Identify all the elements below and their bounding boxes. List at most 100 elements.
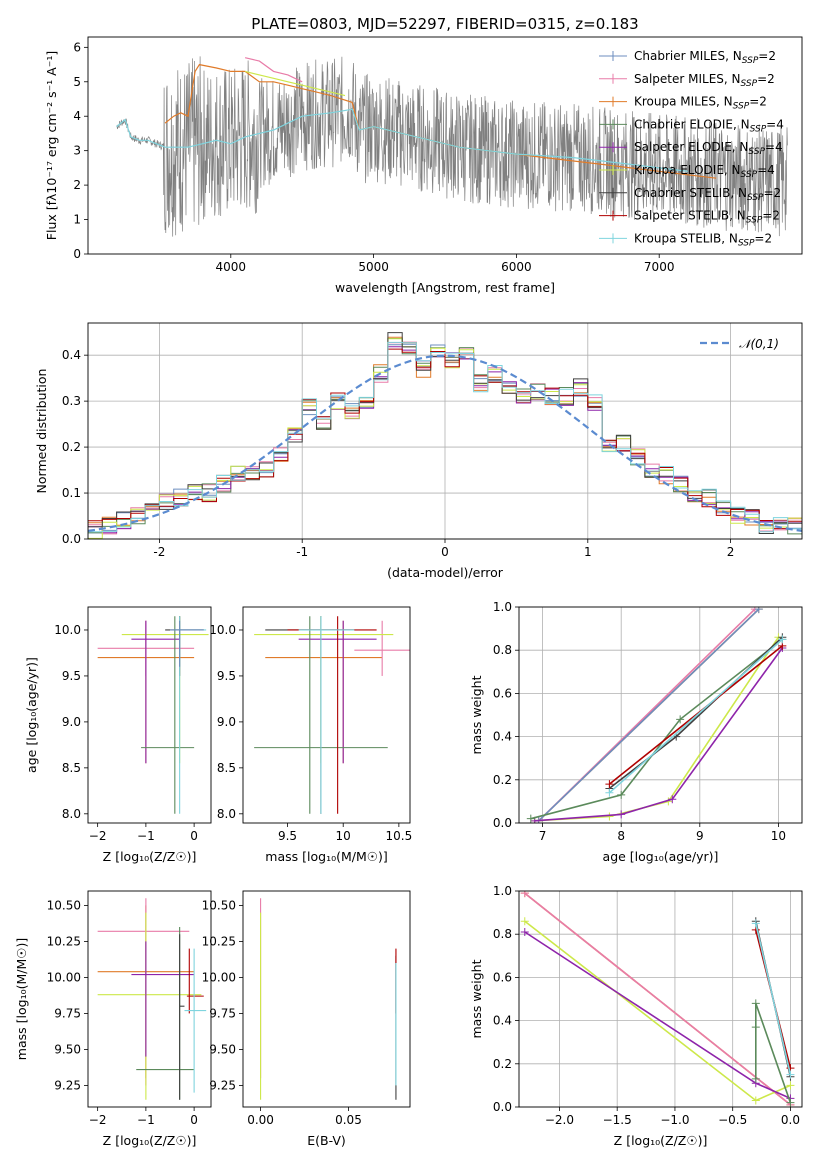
weight_vs_Z-ylabel: mass weight (469, 959, 484, 1038)
spectrum-ytick-label: 6 (73, 40, 81, 54)
weight_vs_age-xtick-label: 7 (539, 829, 547, 843)
weight_vs_Z-frame (518, 890, 803, 1108)
weight_vs_age-marker-kroupa_elodie (605, 812, 614, 821)
weight_vs_Z-xtick-label: 0.0 (781, 1113, 800, 1127)
age_vs_mass-frame (242, 606, 411, 824)
spectrum-traces (116, 56, 788, 237)
weight_vs_age-frame (518, 606, 803, 824)
weight_vs_age-marker-salpeter_stelib (605, 780, 614, 789)
spectrum-model-kroupa_elodie (244, 70, 346, 97)
residuals-xtick-label: -1 (296, 545, 308, 559)
weight_vs_Z-line-salpeter_miles (524, 892, 791, 1106)
mass_vs_ebv-points (260, 898, 397, 1100)
weight_vs_age-ytick-label: 0.0 (493, 816, 512, 830)
spectrum-xtick-label: 7000 (644, 260, 675, 274)
mass_vs_Z-xtick-label: −2 (89, 1113, 107, 1127)
weight_vs_Z-marker-salpeter_miles (520, 891, 529, 898)
weight_vs_Z-ytick-label: 0.2 (493, 1057, 512, 1071)
residuals-ytick-label: 0.3 (62, 394, 81, 408)
weight_vs_Z-xtick-label: −1.5 (603, 1113, 632, 1127)
legend-label-salpeter_stelib: Salpeter STELIB, NSSP=2 (634, 209, 780, 226)
mass_vs_ebv-ytick-label: 10.50 (202, 898, 236, 912)
age_vs_Z-ytick-label: 8.5 (62, 761, 81, 775)
weight_vs_age-line-salpeter_stelib (608, 645, 783, 785)
legend-label-chabrier_elodie: Chabrier ELODIE, NSSP=4 (634, 117, 784, 134)
weight_vs_age-marker-kroupa_stelib (605, 788, 614, 797)
age_vs_Z-xlabel: Z [log₁₀(Z/Z☉)] (103, 849, 197, 864)
gauss-legend-label: 𝒩(0,1) (739, 337, 779, 351)
age_vs_Z-ytick-label: 10.0 (54, 623, 81, 637)
mass_vs_Z-xtick-label: −1 (137, 1113, 155, 1127)
age_vs_Z-ylabel: age [log₁₀(age/yr)] (24, 657, 39, 773)
residuals-ticks: -2 -1 0 1 2 0.0 0.1 0.2 0.3 0.4 (data-model)/error… (34, 322, 803, 580)
spectrum-model-kroupa_stelib (116, 108, 688, 172)
weight_vs_Z-marker-kroupa_elodie (751, 1096, 760, 1105)
weight_vs_age-ytick-label: 0.2 (493, 773, 512, 787)
weight_vs_age-line-chabrier_miles (538, 608, 760, 822)
weight_vs_age-line-salpeter_elodie (534, 647, 783, 822)
age_vs_mass-ticks: 9.5 10 10.5 8.0 8.5 9.0 9.5 10.0 mass [log₁₀(M/M… (209, 606, 412, 864)
mass_vs_ebv-ytick-label: 10.25 (202, 934, 236, 948)
age_vs_mass-xtick-label: 10 (336, 829, 351, 843)
weight_vs_Z-xtick-label: −2.0 (545, 1113, 574, 1127)
age_vs_Z-xtick-label: 0 (190, 829, 198, 843)
spectrum-xtick-label: 5000 (358, 260, 389, 274)
residuals-xtick-label: 0 (441, 545, 449, 559)
age_vs_Z-ticks: −2 −1 0 8.0 8.5 9.0 9.5 10.0 Z [log₁₀(Z/Z☉)] age … (24, 606, 212, 864)
residuals-ylabel: Normed distribution (34, 369, 49, 494)
spectrum-xtick-label: 4000 (216, 260, 247, 274)
mass_vs_Z-ylabel: mass [log₁₀(M/M☉)] (14, 938, 29, 1060)
weight_vs_age-ytick-label: 0.8 (493, 643, 512, 657)
weight_vs_age-marker-salpeter_elodie (617, 810, 626, 819)
age_vs_Z-xtick-label: −2 (89, 829, 107, 843)
residual-hist-salpeter_stelib (88, 348, 802, 539)
age_vs_mass-ytick-label: 10.0 (209, 623, 236, 637)
weight_vs_Z-marker-kroupa_stelib (786, 1070, 795, 1079)
legend-label-salpeter_elodie: Salpeter ELODIE, NSSP=4 (634, 140, 783, 157)
mass_vs_ebv-xtick-label: 0.05 (335, 1113, 362, 1127)
weight_vs_Z-marker-kroupa_elodie (520, 917, 529, 926)
weight_vs_Z-marker-kroupa_stelib (751, 919, 760, 928)
mass_vs_Z-frame (87, 890, 212, 1108)
weight_vs_Z-xlabel: Z [log₁₀(Z/Z☉)] (614, 1133, 708, 1148)
spectrum-data-line (116, 56, 788, 237)
weight_vs_age-marker-chabrier_miles (754, 607, 763, 614)
weight_vs_Z-xtick-label: −0.5 (718, 1113, 747, 1127)
legend-label-salpeter_miles: Salpeter MILES, NSSP=2 (634, 72, 775, 89)
weight_vs_age-xlabel: age [log₁₀(age/yr)] (603, 849, 719, 864)
age_vs_mass-xtick-label: 9.5 (278, 829, 297, 843)
mass_vs_Z-xlabel: Z [log₁₀(Z/Z☉)] (103, 1133, 197, 1148)
age_vs_mass-ytick-label: 9.5 (217, 669, 236, 683)
legend-label-chabrier_miles: Chabrier MILES, NSSP=2 (634, 49, 776, 66)
age_vs_Z-points (97, 616, 209, 814)
mass_vs_ebv-frame (242, 890, 411, 1108)
weight_vs_age-xtick-label: 8 (617, 829, 625, 843)
weight_vs_age-marker-chabrier_elodie (676, 715, 685, 724)
residuals-ytick-label: 0.0 (62, 532, 81, 546)
weight_vs_age-marker-chabrier_elodie (526, 814, 535, 823)
spectrum-ytick-label: 1 (73, 213, 81, 227)
weight_vs_Z-line-kroupa_stelib (755, 923, 792, 1075)
residuals-xtick-label: -2 (153, 545, 165, 559)
mass_vs_Z-points (97, 898, 207, 1100)
spectrum-model-kroupa_miles (164, 63, 717, 179)
weight_vs_Z-ytick-label: 0.8 (493, 927, 512, 941)
weight_vs_Z-xtick-label: −1.0 (660, 1113, 689, 1127)
weight_vs_age-ytick-label: 0.4 (493, 730, 512, 744)
weight_vs_age-ytick-label: 1.0 (493, 600, 512, 614)
weight_vs_Z-marker-chabrier_elodie (751, 1023, 760, 1032)
age_vs_mass-ytick-label: 8.0 (217, 807, 236, 821)
mass_vs_ebv-ytick-label: 9.25 (209, 1078, 236, 1092)
residuals-ytick-label: 0.4 (62, 348, 81, 362)
mass_vs_ebv-ytick-label: 9.50 (209, 1042, 236, 1056)
mass_vs_Z-xtick-label: 0 (190, 1113, 198, 1127)
spectrum-ytick-label: 3 (73, 144, 81, 158)
mass_vs_Z-ytick-label: 10.00 (47, 970, 81, 984)
weight_vs_Z-lines (520, 891, 795, 1107)
age_vs_Z-frame (87, 606, 212, 824)
age_vs_Z-ytick-label: 8.0 (62, 807, 81, 821)
mass_vs_ebv-xtick-label: 0.00 (247, 1113, 274, 1127)
mass_vs_Z-ytick-label: 10.50 (47, 898, 81, 912)
